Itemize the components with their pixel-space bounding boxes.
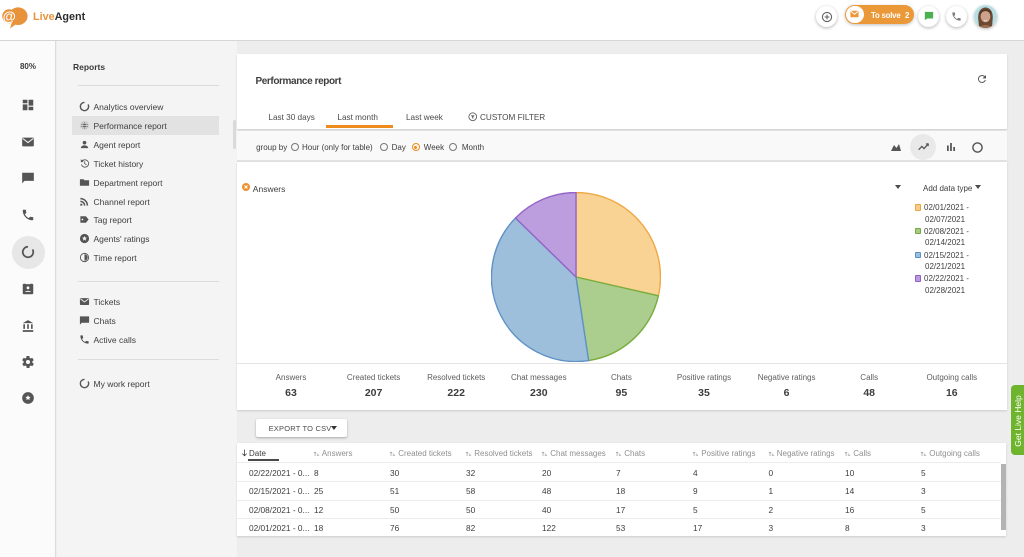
svg-text:@: @ <box>3 9 16 24</box>
